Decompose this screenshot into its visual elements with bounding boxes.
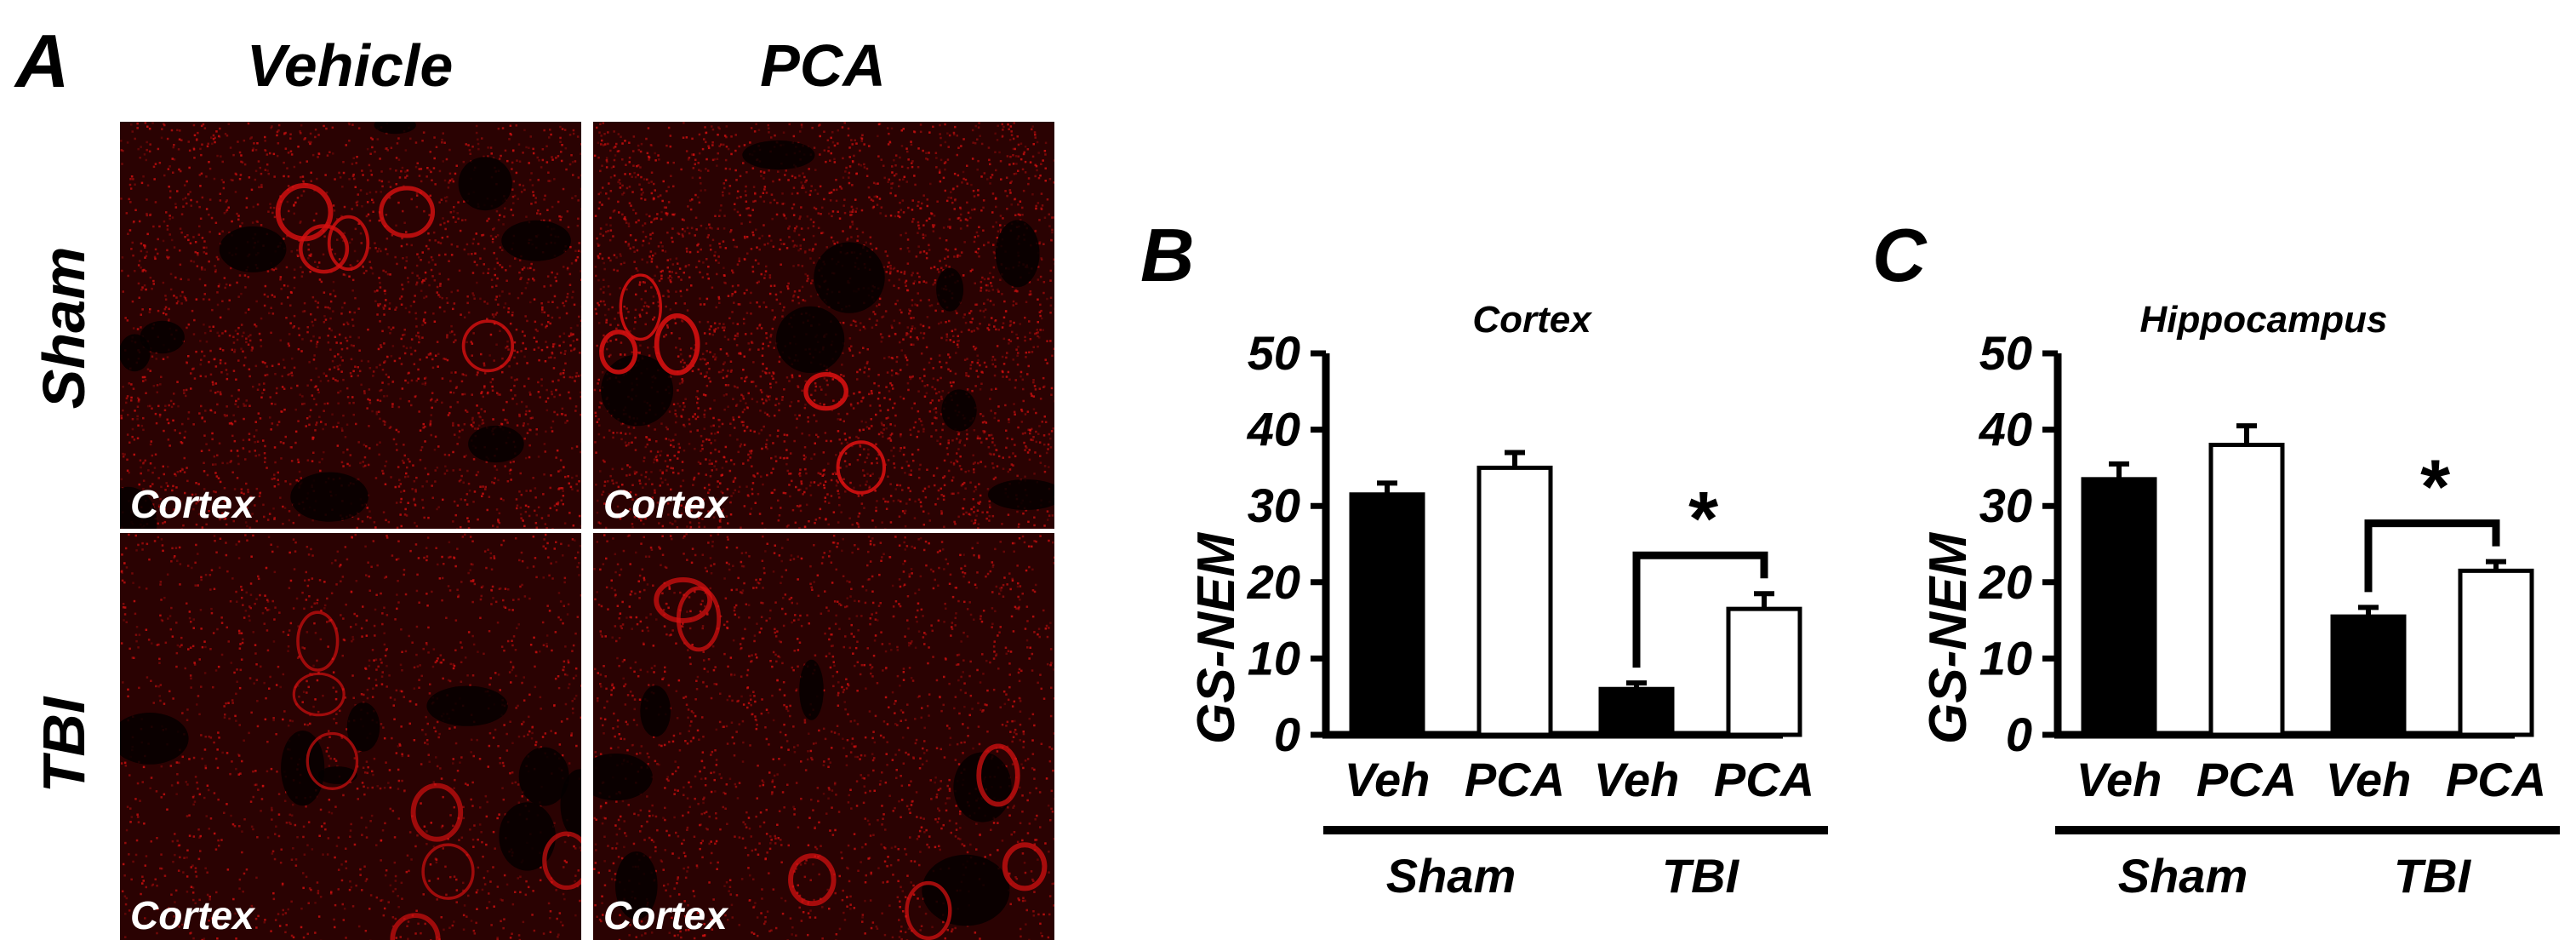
chart-b-ytick-label: 0 <box>1274 708 1300 761</box>
chart-c-significance-star: * <box>2417 445 2450 530</box>
row-header-tbi: TBI <box>31 696 97 794</box>
micrograph-label: Cortex <box>603 482 728 526</box>
chart-c-ytick-label: 30 <box>1979 479 2032 532</box>
chart-b-bar-label: Veh <box>1594 753 1680 806</box>
micrograph-sham-vehicle-image <box>120 122 581 529</box>
chart-c-ytick-label: 50 <box>1979 326 2032 380</box>
chart-b-bar-label: PCA <box>1714 753 1814 806</box>
chart-c-ytick-label: 40 <box>1979 403 2032 456</box>
micrograph-tbi-vehicle: Cortex <box>120 533 581 940</box>
chart-c-bar-3 <box>2458 568 2534 737</box>
chart-c-group-label: TBI <box>2394 849 2472 903</box>
chart-b-ytick-label: 30 <box>1248 479 1300 532</box>
chart-c-bar-1 <box>2208 443 2285 737</box>
chart-c-title: Hippocampus <box>2140 299 2388 341</box>
column-header-vehicle: Vehicle <box>246 32 454 99</box>
chart-c-bar-label: PCA <box>2446 753 2546 806</box>
micrograph-sham-vehicle: Cortex <box>120 122 581 529</box>
chart-b-ytick-label: 50 <box>1248 326 1300 380</box>
micrograph-label: Cortex <box>130 893 254 937</box>
chart-c-significance-bracket <box>2364 519 2500 593</box>
chart-b-significance-bracket <box>1632 551 1768 668</box>
chart-c-bar-label: Veh <box>2326 753 2412 806</box>
chart-b-significance-star: * <box>1685 477 1718 562</box>
micrograph-tbi-vehicle-image <box>120 533 581 940</box>
chart-c-hippocampus: C Hippocampus GS-NEM 0 10 20 30 40 50 Veh PCA Ve… <box>1872 213 2560 903</box>
chart-c-ytick-label: 0 <box>2006 708 2032 761</box>
chart-b-title: Cortex <box>1472 299 1592 341</box>
chart-b-bar-label: Veh <box>1345 753 1431 806</box>
column-header-pca: PCA <box>760 32 886 99</box>
micrograph-tbi-pca: Cortex <box>593 533 1054 940</box>
chart-b-ytick-label: 10 <box>1248 631 1300 685</box>
panel-a-letter: A <box>15 19 70 103</box>
chart-c-ytick-label: 20 <box>1979 555 2032 609</box>
chart-b-bar-label: PCA <box>1465 753 1565 806</box>
chart-c-bar-0 <box>2081 477 2157 737</box>
row-header-sham: Sham <box>31 246 97 410</box>
chart-b-group-label: TBI <box>1662 849 1740 903</box>
chart-c-group-label: Sham <box>2118 849 2248 903</box>
chart-b-bar-1 <box>1476 465 1553 737</box>
chart-b-ylabel: GS-NEM <box>1187 532 1246 744</box>
chart-b-bar-2 <box>1598 686 1675 737</box>
micrograph-sham-pca: Cortex <box>593 122 1054 529</box>
chart-b-ytick-label: 20 <box>1247 555 1300 609</box>
chart-b-cortex: B Cortex GS-NEM 0 10 20 30 40 50 Veh PCA Veh PCA S… <box>1140 213 1828 903</box>
micrograph-sham-pca-image <box>593 122 1054 529</box>
micrograph-tbi-pca-image <box>593 533 1054 940</box>
micrograph-label: Cortex <box>603 893 728 937</box>
panel-c-letter: C <box>1872 213 1928 297</box>
chart-c-bar-label: Veh <box>2076 753 2162 806</box>
panel-b-letter: B <box>1140 213 1195 297</box>
chart-c-ytick-label: 10 <box>1979 631 2032 685</box>
chart-b-group-label: Sham <box>1386 849 1516 903</box>
micrograph-label: Cortex <box>130 482 254 526</box>
chart-b-bar-3 <box>1726 606 1802 737</box>
chart-b-bar-0 <box>1349 492 1425 737</box>
chart-c-bar-label: PCA <box>2196 753 2297 806</box>
chart-b-ytick-label: 40 <box>1247 403 1300 456</box>
chart-c-bar-2 <box>2330 614 2407 737</box>
chart-c-ylabel: GS-NEM <box>1919 532 1978 744</box>
